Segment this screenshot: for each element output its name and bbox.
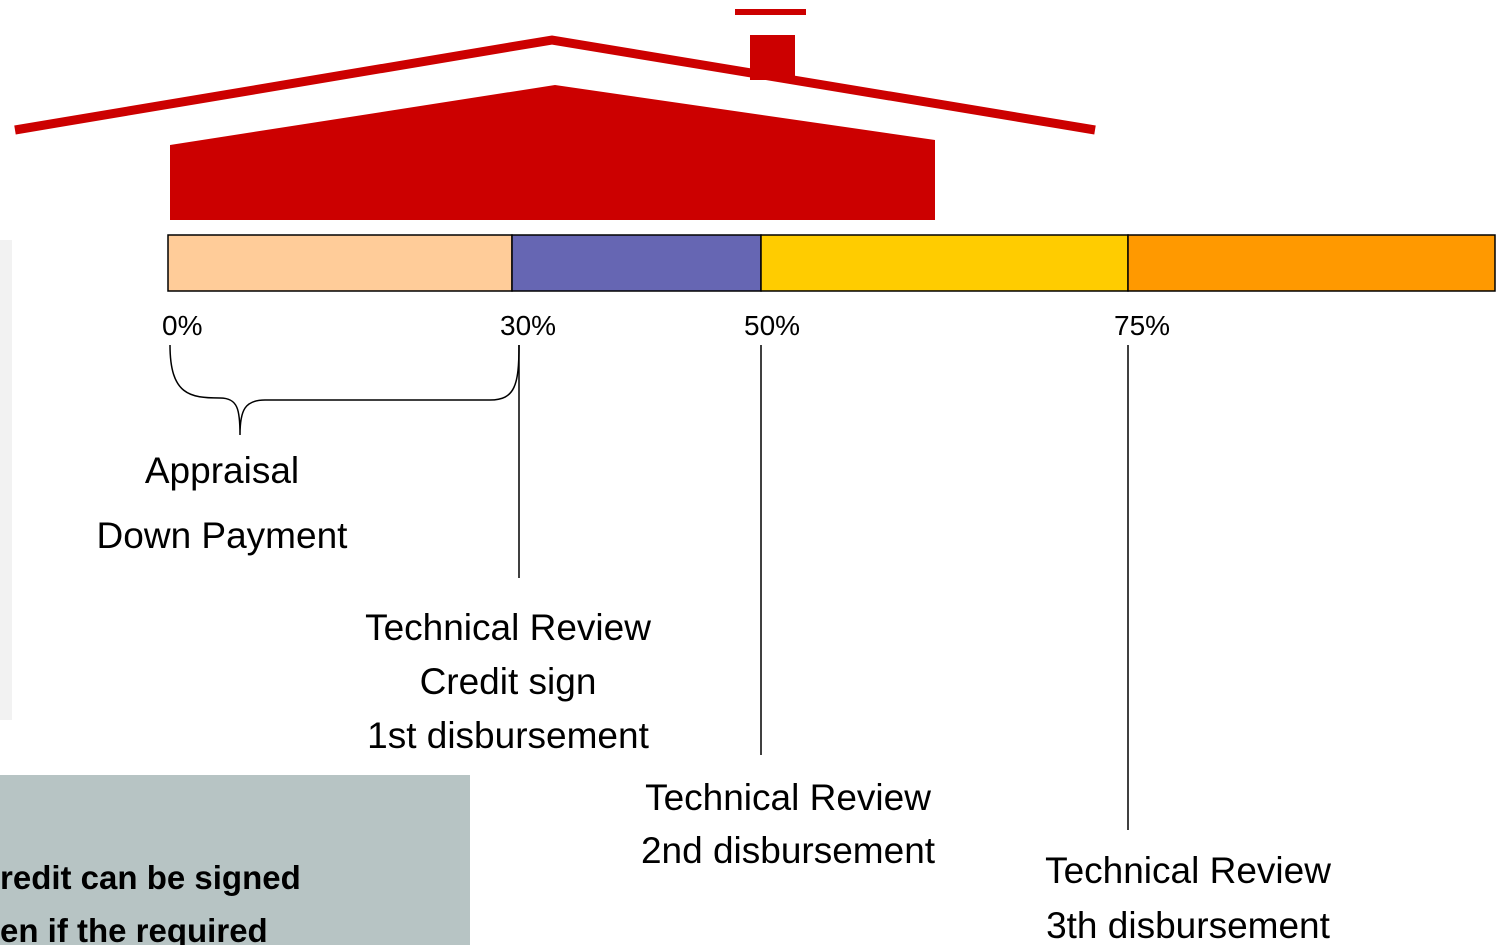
percent-label: 30% xyxy=(500,310,556,341)
chimney xyxy=(750,35,795,80)
caption: Credit sign xyxy=(420,661,597,702)
side-shadow xyxy=(0,240,12,720)
bar-segment xyxy=(761,235,1128,291)
caption: 3th disbursement xyxy=(1046,905,1331,945)
caption: Technical Review xyxy=(365,607,651,648)
percent-label: 75% xyxy=(1114,310,1170,341)
caption: Technical Review xyxy=(1045,850,1331,891)
note-text: redit can be signed xyxy=(0,859,301,896)
note-text: en if the required xyxy=(0,912,268,945)
house-body xyxy=(170,85,935,220)
page: 0% 30% 50% 75% Appraisal Down Payment Te… xyxy=(0,0,1503,945)
diagram: 0% 30% 50% 75% Appraisal Down Payment Te… xyxy=(0,0,1503,945)
percent-label: 50% xyxy=(744,310,800,341)
caption: 2nd disbursement xyxy=(641,830,936,871)
bar-segment xyxy=(1128,235,1495,291)
caption: 1st disbursement xyxy=(367,715,649,756)
brace xyxy=(170,345,519,435)
bar-segment xyxy=(512,235,761,291)
percent-label: 0% xyxy=(162,310,202,341)
bar-segment xyxy=(168,235,512,291)
caption: Down Payment xyxy=(97,515,349,556)
caption: Appraisal xyxy=(145,450,299,491)
caption: Technical Review xyxy=(645,777,931,818)
